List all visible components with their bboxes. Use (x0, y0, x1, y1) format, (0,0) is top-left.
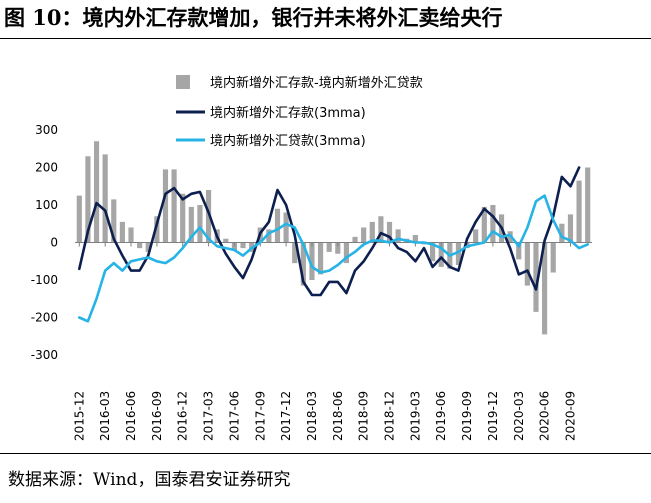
bar (128, 227, 134, 243)
bar (412, 235, 418, 243)
x-axis: 2015-12 2016-03 2016-06 2016-09 2016-12 2017-… (72, 242, 592, 441)
x-tick-label: 2018-06 (331, 391, 345, 441)
bar (76, 195, 82, 243)
bar (473, 229, 479, 243)
bar (309, 242, 315, 280)
legend-label: 境内新增外汇存款(3mma) (210, 105, 366, 121)
figure-title: 图 10：境内外汇存款增加，银行并未将外汇卖给央行 (4, 5, 503, 30)
legend-swatch-bar (176, 75, 190, 89)
bar (524, 242, 530, 286)
bar (171, 169, 177, 243)
bar (361, 227, 367, 243)
bar (300, 242, 306, 286)
bar (430, 242, 436, 262)
source-note: 数据来源：Wind，国泰君安证券研究 (8, 470, 291, 490)
bar (378, 216, 384, 243)
y-axis: 300 200 100 0 -100 -200 -300 (31, 123, 58, 362)
bar (567, 214, 574, 243)
y-tick-label: 300 (35, 123, 58, 137)
bar (490, 205, 496, 243)
legend-label: 境内新增外汇存款-境内新增外汇贷款 (210, 75, 423, 91)
bar (550, 242, 556, 273)
x-tick-label: 2019-09 (460, 391, 474, 441)
bar (283, 212, 289, 243)
bar (386, 221, 393, 243)
bar (352, 236, 358, 243)
bar (93, 141, 100, 243)
title-rule (0, 38, 651, 39)
bar (455, 242, 462, 265)
bar (102, 154, 108, 243)
y-tick-label: -100 (31, 273, 58, 287)
bar (516, 242, 522, 260)
bar (559, 223, 565, 243)
bar (119, 221, 125, 243)
bar (317, 242, 324, 275)
bar (343, 242, 350, 264)
bar (180, 193, 186, 243)
bar (369, 221, 375, 243)
bar (223, 238, 229, 243)
bar (533, 242, 539, 312)
loan-3mma-line (78, 194, 590, 323)
bar (395, 229, 401, 243)
x-tick-label: 2015-12 (72, 391, 86, 441)
bar (137, 242, 143, 249)
x-tick-label: 2019-12 (486, 391, 500, 441)
x-tick-label: 2020-06 (538, 391, 552, 441)
x-tick-label: 2018-03 (305, 391, 319, 441)
x-tick-label: 2020-03 (512, 391, 526, 441)
bar (188, 206, 194, 243)
x-tick-label: 2018-12 (383, 391, 397, 441)
bar (111, 199, 117, 243)
bar (542, 242, 548, 335)
x-tick-label: 2016-03 (98, 391, 112, 441)
x-tick-label: 2019-06 (434, 391, 448, 441)
bar (585, 167, 591, 243)
y-tick-label: 0 (50, 236, 58, 250)
x-tick-label: 2017-06 (227, 391, 241, 441)
bar (197, 205, 203, 243)
bar (154, 216, 160, 243)
bar (438, 242, 444, 267)
y-tick-label: 200 (35, 161, 58, 175)
bar (274, 208, 281, 243)
y-tick-label: -200 (31, 311, 58, 325)
x-tick-label: 2016-12 (176, 391, 190, 441)
bar (335, 242, 341, 254)
x-tick-label: 2019-03 (408, 391, 422, 441)
deposit-3mma-line (78, 166, 581, 297)
x-tick-label: 2016-06 (124, 391, 138, 441)
y-tick-label: -300 (31, 348, 58, 362)
x-tick-label: 2017-03 (202, 391, 216, 441)
bar (266, 229, 272, 243)
bar (576, 180, 582, 243)
bar (145, 242, 151, 252)
footer-rule (0, 453, 651, 454)
x-tick-label: 2018-09 (357, 391, 371, 441)
bar (240, 242, 246, 249)
x-tick-label: 2017-09 (253, 391, 267, 441)
x-tick-label: 2017-12 (279, 391, 293, 441)
bar (85, 156, 91, 243)
bar (162, 169, 169, 243)
legend-label: 境内新增外汇贷款(3mma) (210, 133, 366, 149)
line-series (78, 166, 590, 323)
x-tick-label: 2020-09 (564, 391, 578, 441)
bar (292, 242, 298, 264)
bar (481, 206, 487, 243)
y-tick-label: 100 (35, 198, 58, 212)
bar (326, 242, 332, 252)
x-tick-label: 2016-09 (150, 391, 164, 441)
